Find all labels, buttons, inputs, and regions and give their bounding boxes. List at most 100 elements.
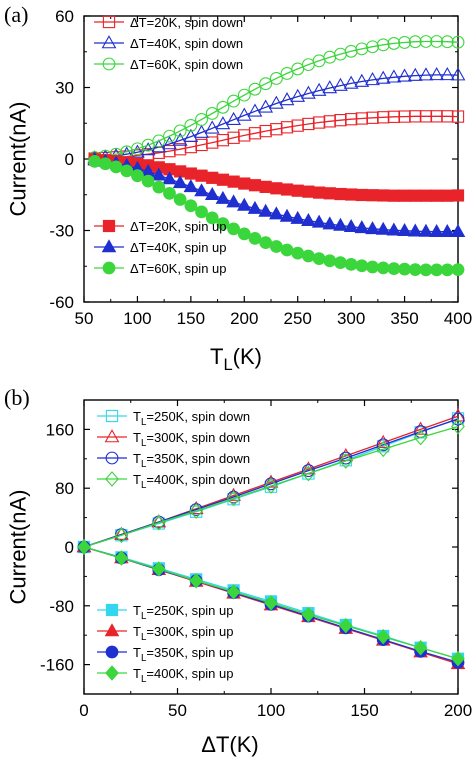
data-point [375, 70, 391, 84]
data-point [236, 197, 252, 211]
data-point [184, 118, 198, 132]
legend-marker [105, 645, 119, 659]
data-point [408, 35, 422, 49]
data-point [131, 169, 144, 183]
data-point [237, 88, 251, 102]
x-tick-label: 50 [168, 701, 187, 720]
y-tick-label: 80 [55, 479, 74, 498]
series-6 [88, 155, 465, 277]
y-tick-label: -160 [40, 656, 74, 675]
data-point [366, 260, 379, 274]
data-point [376, 261, 390, 275]
y-tick-label: 0 [65, 538, 74, 557]
x-tick-label: 100 [123, 309, 151, 328]
data-point [322, 216, 338, 230]
data-point [409, 189, 422, 202]
data-point [141, 138, 155, 152]
data-point [365, 221, 380, 235]
data-point [236, 107, 252, 121]
y-tick-label: -80 [49, 597, 74, 616]
data-point [355, 42, 369, 56]
data-point [226, 111, 241, 125]
data-point [290, 88, 306, 102]
legend-marker [102, 261, 116, 275]
data-point [140, 142, 156, 156]
x-tick-label: 200 [230, 309, 258, 328]
x-tick-label: 150 [350, 701, 378, 720]
data-point [162, 171, 177, 185]
data-point [407, 223, 423, 237]
legend-label: ΔT=40K, spin up [130, 240, 227, 255]
x-tick-label: 200 [444, 701, 472, 720]
data-point [114, 527, 129, 544]
legend-lower: TL=250K, spin up TL=300K, spin up TL=350K,… [97, 603, 234, 685]
data-point [189, 503, 204, 519]
data-point [301, 464, 315, 477]
data-point [259, 77, 273, 91]
data-point [227, 175, 240, 188]
data-point [450, 223, 466, 237]
legend-label: TL=250K, spin up [133, 603, 234, 622]
legend-marker [104, 623, 120, 637]
data-point [98, 157, 112, 171]
panel-label: (a) [4, 2, 28, 27]
data-point [215, 116, 231, 130]
data-point [323, 187, 336, 200]
data-point [269, 240, 283, 253]
data-point [269, 206, 284, 220]
data-point [280, 67, 294, 80]
data-point [398, 262, 411, 276]
data-point [194, 124, 209, 138]
data-point [151, 561, 166, 577]
data-point [312, 186, 326, 199]
data-point [311, 214, 327, 228]
data-point [291, 62, 305, 76]
data-point [334, 256, 347, 270]
data-point [114, 550, 129, 566]
data-point [270, 182, 283, 195]
legend-label: TL=350K, spin down [133, 451, 250, 470]
data-point [258, 99, 274, 113]
y-axis-title: Current(nA) [6, 102, 31, 217]
data-point [291, 184, 304, 197]
y-tick-label: 30 [55, 79, 74, 98]
data-point [162, 136, 177, 150]
series-2 [87, 67, 466, 164]
data-point [339, 451, 353, 465]
x-axis-title: ΔT(K) [201, 732, 258, 757]
data-point [226, 584, 241, 600]
data-point [302, 249, 315, 263]
data-point [206, 171, 219, 184]
data-point [291, 246, 305, 260]
data-point [375, 434, 391, 448]
data-point [419, 35, 433, 48]
data-point [279, 208, 295, 222]
data-point [441, 189, 454, 202]
data-point [338, 617, 353, 634]
data-point [345, 188, 358, 201]
data-point [204, 120, 220, 134]
data-point [279, 92, 295, 106]
legend-marker [102, 15, 116, 29]
data-point [376, 628, 391, 645]
data-point [334, 187, 347, 201]
x-axis-title: TL(K) [210, 344, 262, 374]
chart-panel-b: (b) 0 50 100 150 200 -160 -80 0 80 160 ΔT(K) Current… [4, 385, 472, 757]
data-point [333, 217, 348, 231]
data-point [183, 128, 199, 142]
data-point [376, 438, 390, 452]
data-point [365, 72, 380, 86]
data-point [141, 174, 155, 188]
legend-marker [102, 57, 116, 71]
series-1 [88, 110, 465, 165]
data-point [376, 38, 390, 52]
data-point [183, 179, 199, 193]
x-tick-label: 50 [75, 309, 94, 328]
x-tick-label: 250 [284, 309, 312, 328]
data-point [215, 190, 231, 204]
legend-marker [105, 471, 119, 487]
data-point [311, 82, 327, 96]
panel-label: (b) [4, 385, 30, 410]
data-point [194, 183, 209, 197]
data-point [247, 200, 263, 214]
